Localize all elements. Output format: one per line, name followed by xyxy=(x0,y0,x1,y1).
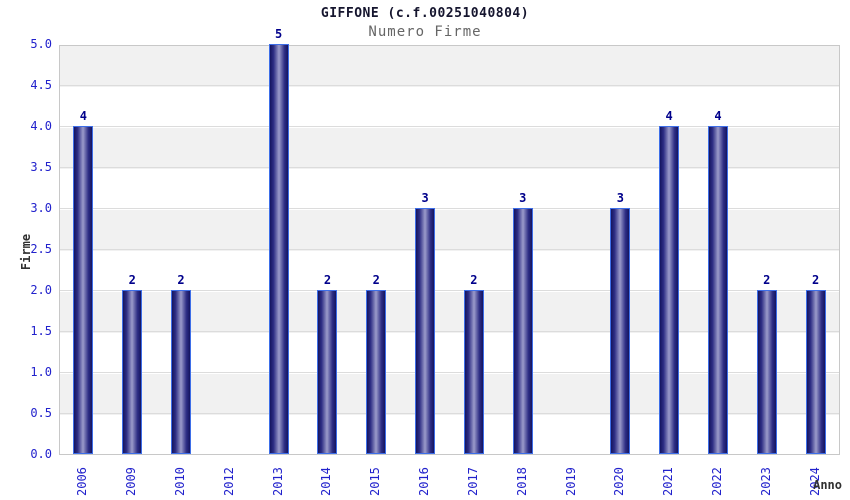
bar-value-label: 2 xyxy=(128,273,136,287)
bar-value-label: 2 xyxy=(372,273,380,287)
bar-value-label: 2 xyxy=(763,273,771,287)
y-tick-label: 3.5 xyxy=(30,160,52,174)
gridline xyxy=(60,167,839,168)
x-tick-label: 2014 xyxy=(319,467,334,496)
chart-title: GIFFONE (c.f.00251040804) xyxy=(320,6,530,21)
x-tick-label: 2013 xyxy=(270,467,285,496)
bar-2016 xyxy=(415,208,436,454)
gridline xyxy=(60,331,839,332)
gridline xyxy=(60,126,839,127)
bar-2013 xyxy=(268,44,289,454)
x-tick-label: 2009 xyxy=(124,467,139,496)
x-tick-label: 2016 xyxy=(417,467,432,496)
bar-2020 xyxy=(610,208,631,454)
x-tick-label: 2018 xyxy=(514,467,529,496)
gridline xyxy=(60,413,839,414)
bar-2009 xyxy=(122,290,143,454)
bar-value-label: 3 xyxy=(616,191,624,205)
y-tick-label: 1.0 xyxy=(30,365,52,379)
x-tick-label: 2022 xyxy=(709,467,724,496)
x-tick-label: 2006 xyxy=(75,467,90,496)
bar-2022 xyxy=(707,126,728,454)
bar-2014 xyxy=(317,290,338,454)
gridline xyxy=(60,249,839,250)
gridline xyxy=(60,85,839,86)
x-tick-label: 2021 xyxy=(661,467,676,496)
y-tick-label: 5.0 xyxy=(30,37,52,51)
y-tick-label: 4.5 xyxy=(30,78,52,92)
bar-value-label: 2 xyxy=(323,273,332,287)
x-tick-label: 2019 xyxy=(563,467,578,496)
gridline xyxy=(60,290,839,291)
bar-value-label: 3 xyxy=(421,191,429,205)
bar-2018 xyxy=(512,208,533,454)
x-tick-label: 2017 xyxy=(465,467,480,496)
bar-value-label: 5 xyxy=(275,27,283,41)
x-tick-label: 2015 xyxy=(368,467,383,496)
y-tick-label: 2.0 xyxy=(30,283,52,297)
y-tick-label: 3.0 xyxy=(30,201,52,215)
bar-value-label: 4 xyxy=(665,109,673,123)
x-axis-title: Anno xyxy=(813,478,842,492)
bar-2015 xyxy=(366,290,387,454)
y-tick-label: 2.5 xyxy=(30,242,52,256)
bar-value-label: 2 xyxy=(470,273,478,287)
gridline xyxy=(60,372,839,373)
gridline xyxy=(60,208,839,209)
x-tick-label: 2012 xyxy=(221,467,236,496)
y-tick-label: 4.0 xyxy=(30,119,52,133)
x-tick-label: 2020 xyxy=(612,467,627,496)
bar-2006 xyxy=(73,126,94,454)
x-tick-label: 2010 xyxy=(173,467,188,496)
bar-value-label: 2 xyxy=(811,273,820,287)
bar-value-label: 4 xyxy=(79,109,88,123)
bar-value-label: 2 xyxy=(177,273,185,287)
bar-2021 xyxy=(659,126,680,454)
y-tick-label: 0.5 xyxy=(30,406,52,420)
x-tick-label: 2023 xyxy=(758,467,773,496)
bar-value-label: 3 xyxy=(519,191,527,205)
chart-subtitle: Numero Firme xyxy=(368,24,482,40)
y-tick-label: 1.5 xyxy=(30,324,52,338)
y-tick-label: 0.0 xyxy=(30,447,52,461)
bar-value-label: 4 xyxy=(714,109,722,123)
bar-2024 xyxy=(805,290,826,454)
y-axis-title: Firme xyxy=(19,233,33,271)
bar-2017 xyxy=(463,290,484,454)
bar-2023 xyxy=(756,290,777,454)
bar-2010 xyxy=(171,290,192,454)
